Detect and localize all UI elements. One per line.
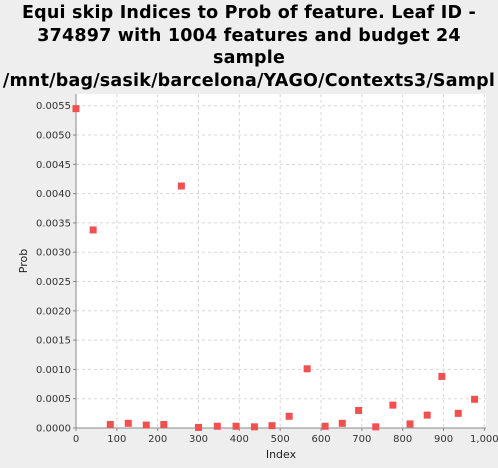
y-tick-label: 0.0020 — [36, 306, 71, 317]
y-tick-label: 0.0000 — [36, 424, 71, 435]
y-axis-ticks: 0.0000 0.0005 0.0010 0.0015 0.0020 0.0025 0.00… — [36, 101, 76, 435]
data-points — [72, 105, 479, 431]
data-point — [195, 423, 203, 431]
x-axis-title: Index — [266, 448, 297, 461]
x-tick-label: 0 — [73, 434, 79, 445]
y-tick-label: 0.0015 — [36, 336, 71, 347]
x-tick-label: 500 — [271, 434, 290, 445]
x-tick-label: 700 — [352, 434, 371, 445]
data-point — [72, 105, 80, 113]
data-point — [232, 422, 240, 430]
y-tick-label: 0.0005 — [36, 394, 71, 405]
x-tick-label: 900 — [434, 434, 453, 445]
y-tick-label: 0.0050 — [36, 131, 71, 142]
data-point — [438, 372, 446, 380]
data-point — [406, 420, 414, 428]
x-tick-label: 400 — [230, 434, 249, 445]
data-point — [106, 420, 114, 428]
x-tick-label: 800 — [393, 434, 412, 445]
y-tick-label: 0.0035 — [36, 218, 71, 229]
data-point — [303, 365, 311, 373]
x-tick-label: 1,000 — [470, 434, 498, 445]
data-point — [454, 409, 462, 417]
x-tick-label: 200 — [148, 434, 167, 445]
data-point — [338, 419, 346, 427]
y-tick-label: 0.0030 — [36, 248, 71, 259]
y-tick-label: 0.0025 — [36, 277, 71, 288]
data-point — [89, 226, 97, 234]
data-point — [321, 422, 329, 430]
data-point — [124, 419, 132, 427]
data-point — [372, 423, 380, 431]
data-point — [213, 422, 221, 430]
chart-title: Equi skip Indices to Prob of feature. Le… — [2, 3, 496, 113]
x-axis-ticks: 0 100 200 300 400 500 600 700 800 900 1,000 — [73, 428, 498, 445]
y-axis-title: Prob — [17, 249, 30, 273]
data-point — [471, 395, 479, 403]
y-tick-label: 0.0040 — [36, 189, 71, 200]
x-tick-label: 300 — [189, 434, 208, 445]
y-tick-label: 0.0010 — [36, 365, 71, 376]
data-point — [142, 421, 150, 429]
y-tick-label: 0.0045 — [36, 160, 71, 171]
data-point — [423, 411, 431, 419]
data-point — [268, 422, 276, 430]
grid-lines — [76, 94, 486, 428]
data-point — [389, 401, 397, 409]
data-point — [250, 423, 258, 431]
plot-area — [76, 94, 486, 428]
data-point — [285, 412, 293, 420]
y-tick-label: 0.0055 — [36, 101, 71, 112]
data-point — [177, 182, 185, 190]
data-point — [160, 420, 168, 428]
x-tick-label: 100 — [107, 434, 126, 445]
x-tick-label: 600 — [311, 434, 330, 445]
data-point — [355, 406, 363, 414]
